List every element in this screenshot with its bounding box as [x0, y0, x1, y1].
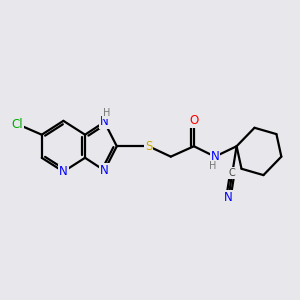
Text: O: O — [189, 114, 199, 127]
Text: S: S — [145, 140, 152, 153]
Text: N: N — [211, 150, 219, 163]
Text: C: C — [229, 168, 236, 178]
Text: N: N — [100, 164, 109, 177]
Text: N: N — [59, 165, 68, 178]
Text: N: N — [224, 190, 233, 204]
Text: H: H — [103, 108, 110, 118]
Text: H: H — [209, 161, 216, 171]
Text: N: N — [100, 116, 109, 128]
Text: Cl: Cl — [11, 118, 23, 130]
